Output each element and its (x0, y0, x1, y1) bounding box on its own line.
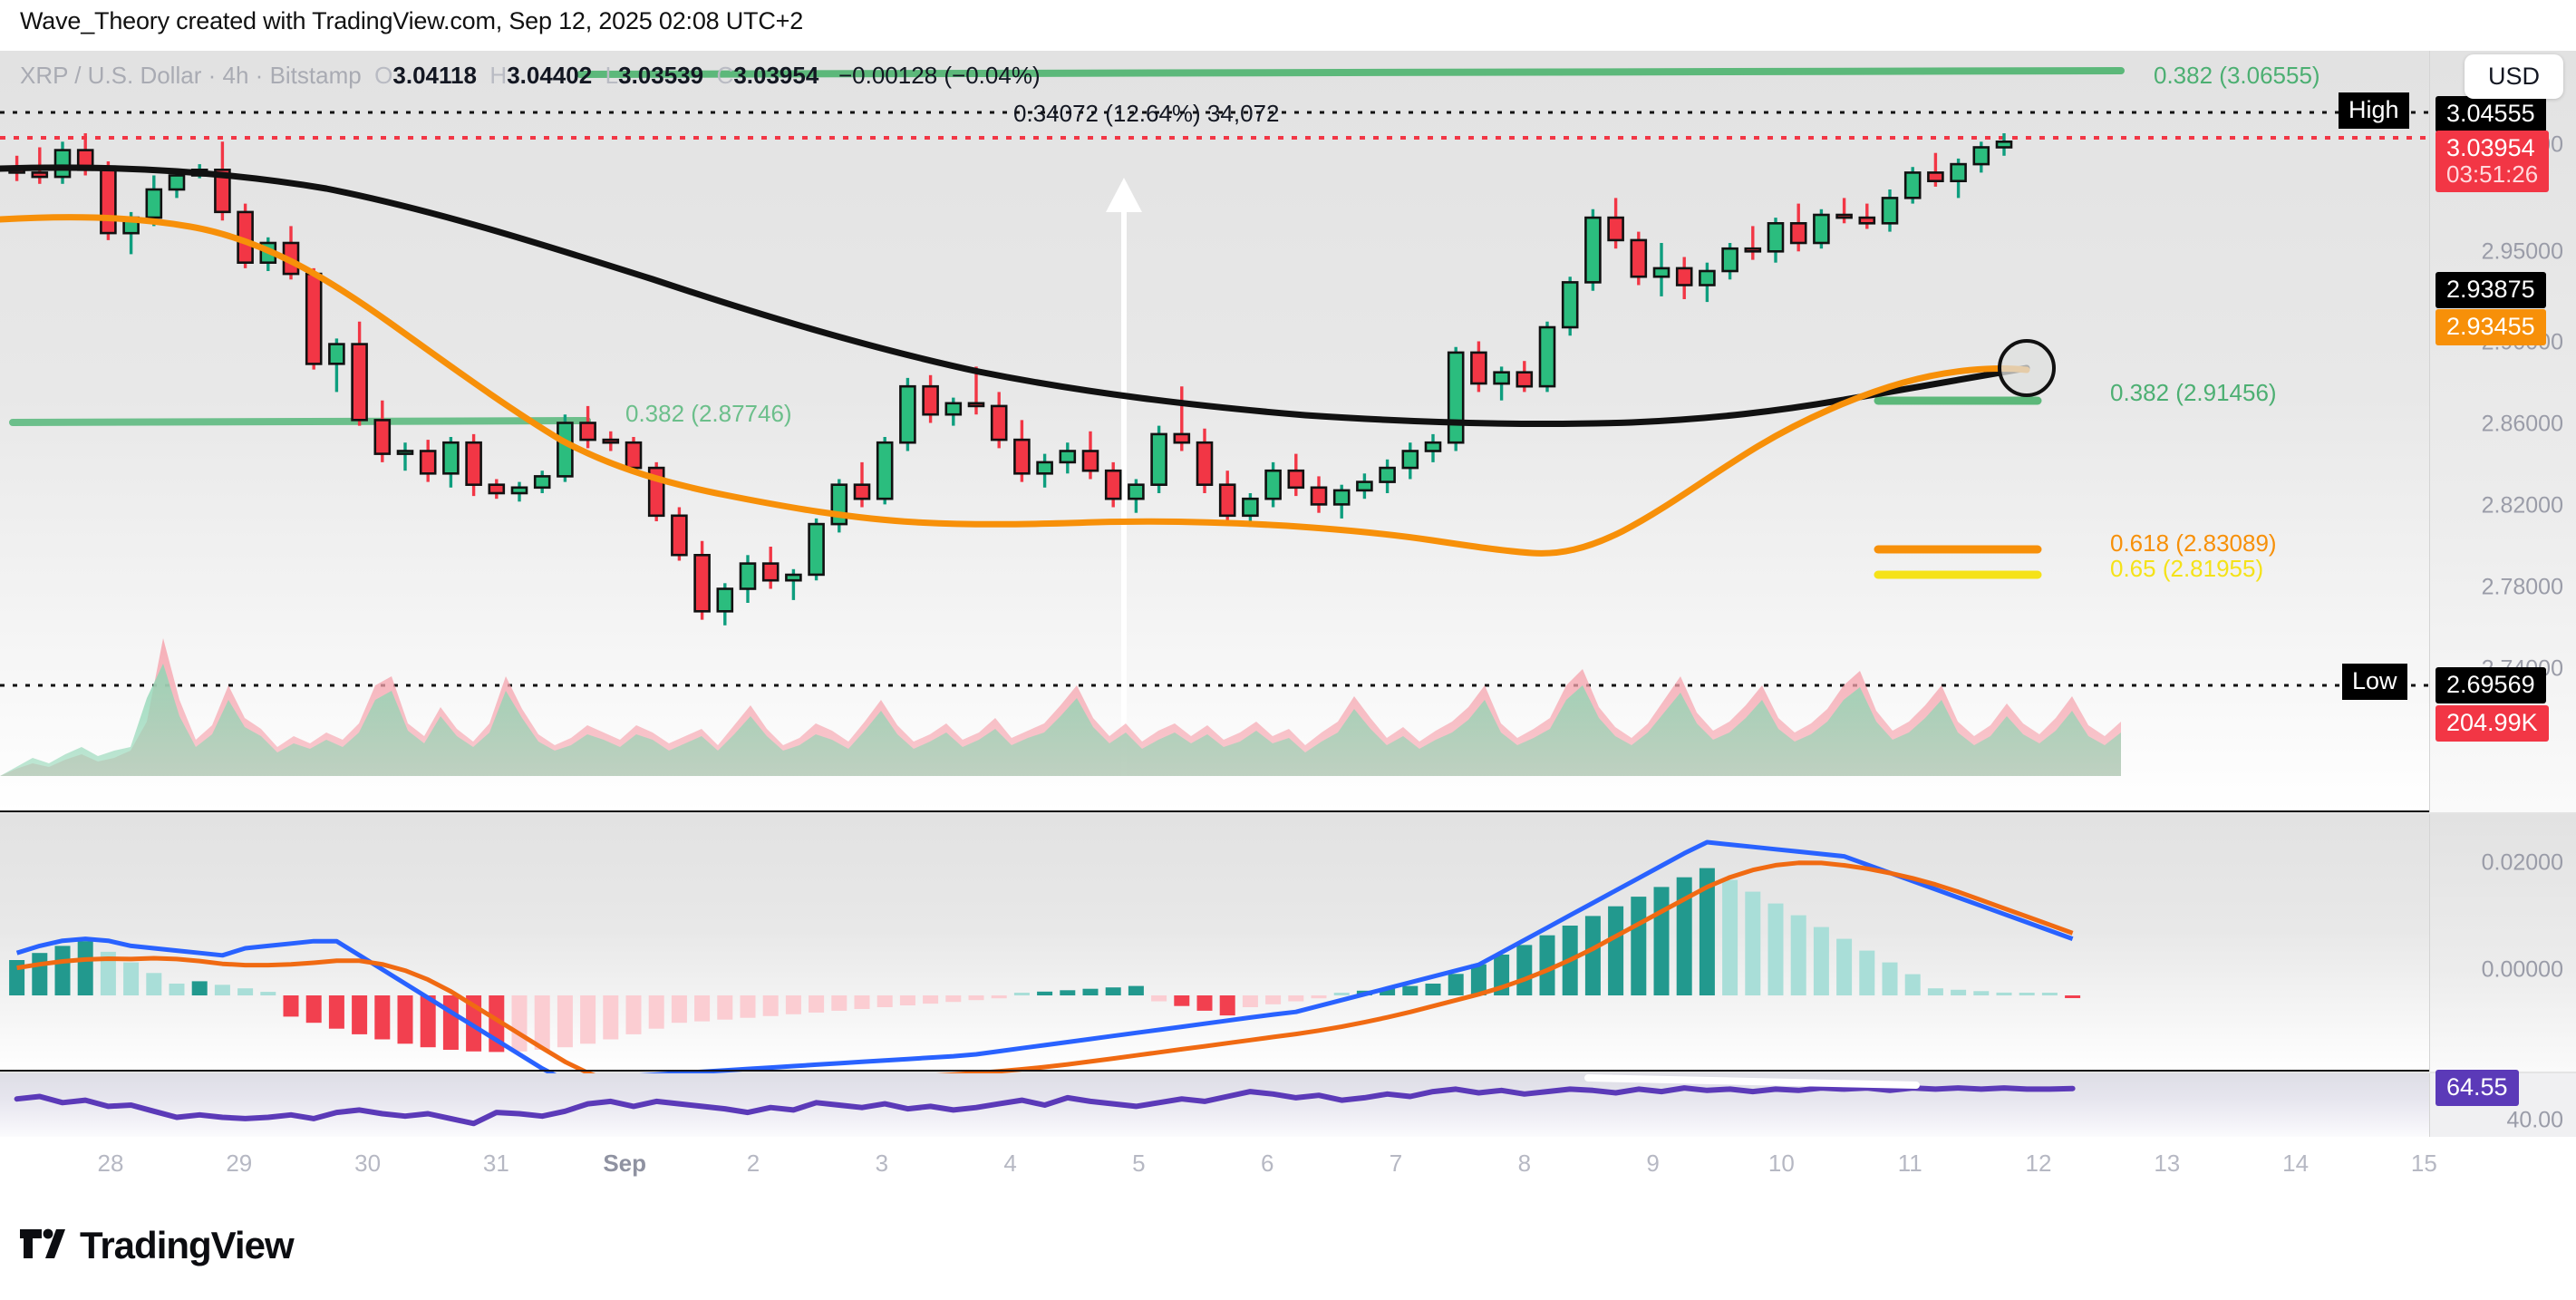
price-tick: 2.95000 (2481, 238, 2563, 265)
measure-arrow (1106, 178, 1142, 776)
legend-low-value: 3.03539 (618, 62, 704, 89)
high-price-badge: 3.04555 (2436, 96, 2546, 133)
legend-high-value: 3.04402 (507, 62, 593, 89)
rsi-tick: 40.00 (2506, 1107, 2563, 1133)
pane-separator-rsi[interactable] (0, 1070, 2429, 1072)
ma-fast-badge: 2.93455 (2436, 309, 2546, 346)
legend-interval[interactable]: 4h (222, 62, 249, 89)
time-axis-tick: 5 (1132, 1150, 1146, 1177)
time-axis-tick: 11 (1897, 1150, 1922, 1177)
high-tag: High (2339, 92, 2409, 129)
chart-caption: Wave_Theory created with TradingView.com… (20, 7, 804, 34)
legend-high-key: H (489, 62, 508, 89)
time-axis-tick: 30 (354, 1150, 382, 1177)
time-axis-tick: 28 (97, 1150, 124, 1177)
fib-label-0618: 0.618 (2.83089) (2110, 529, 2277, 557)
time-axis-tick: 7 (1389, 1150, 1403, 1177)
time-axis-tick: 12 (2025, 1150, 2052, 1177)
legend-low-key: L (605, 62, 619, 89)
macd-signal-line (16, 860, 2074, 1094)
time-axis-tick: 13 (2154, 1150, 2181, 1177)
time-axis-tick: 31 (482, 1150, 509, 1177)
volume-area (0, 638, 2121, 776)
bar-countdown: 03:51:26 (2446, 160, 2539, 189)
currency-pill[interactable]: USD (2464, 54, 2563, 99)
time-axis-tick: 6 (1260, 1150, 1274, 1177)
time-axis-tick: 14 (2282, 1150, 2310, 1177)
ma-fast-line (0, 214, 2030, 557)
fib-ray-0382-mid-left (9, 417, 591, 426)
legend-sep: · (208, 62, 217, 89)
fib-ray-0382-top (576, 67, 2125, 78)
macd-pane[interactable]: 0.02000 0.00000 (0, 814, 2576, 1094)
time-axis-tick: 10 (1767, 1150, 1795, 1177)
chart-frame: 3.00000 2.95000 2.90000 2.86000 2.82000 … (0, 51, 2576, 1180)
macd-tick: 0.00000 (2481, 956, 2563, 983)
rsi-plot (14, 1074, 2076, 1127)
legend-close-key: C (716, 62, 734, 89)
last-price-badge[interactable]: 3.03954 03:51:26 (2436, 131, 2550, 193)
legend-symbol[interactable]: XRP / U.S. Dollar (20, 62, 202, 89)
measure-tool-label: 0.34072 (12.64%) 34,072 (1013, 100, 1280, 127)
volume-badge: 204.99K (2436, 705, 2549, 742)
time-axis-tick: 29 (226, 1150, 253, 1177)
time-axis-tick: 9 (1646, 1150, 1660, 1177)
time-axis-tick: 2 (746, 1150, 760, 1177)
price-tick: 2.86000 (2481, 411, 2563, 437)
tradingview-wordmark: TradingView (80, 1224, 295, 1266)
price-tick: 2.82000 (2481, 492, 2563, 519)
legend-close-value: 3.03954 (733, 62, 819, 89)
time-axis-tick: 15 (2410, 1150, 2437, 1177)
fib-label-0382-top: 0.382 (3.06555) (2154, 62, 2320, 89)
macd-line (15, 839, 2074, 1083)
macd-scale[interactable]: 0.02000 0.00000 (2429, 814, 2576, 1072)
fib-label-0382-left: 0.382 (2.87746) (625, 400, 792, 427)
macd-plot (9, 839, 2081, 1094)
ma-cross-marker (1998, 339, 2056, 397)
legend-change: −0.00128 (−0.04%) (838, 62, 1041, 89)
chart-legend[interactable]: XRP / U.S. Dollar · 4h · Bitstamp O3.041… (20, 62, 1041, 90)
price-tick: 2.78000 (2481, 574, 2563, 600)
legend-sep: · (255, 62, 264, 89)
low-tag: Low (2342, 664, 2407, 700)
low-price-badge: 2.69569 (2436, 667, 2546, 704)
time-axis-tick: Sep (603, 1150, 647, 1177)
rsi-scale[interactable]: 64.55 40.00 (2429, 1070, 2576, 1137)
legend-exchange[interactable]: Bitstamp (269, 62, 362, 89)
time-axis-tick: 8 (1517, 1150, 1532, 1177)
fib-label-0382-mid: 0.382 (2.91456) (2110, 379, 2277, 406)
tradingview-logo-icon (20, 1227, 65, 1265)
legend-open-key: O (374, 62, 393, 89)
price-scale[interactable]: 3.00000 2.95000 2.90000 2.86000 2.82000 … (2429, 51, 2576, 812)
tradingview-footer: TradingView (20, 1224, 295, 1267)
rsi-trendline (1584, 1074, 1920, 1089)
time-axis[interactable]: 28 29 30 31 Sep 2 3 4 5 6 7 8 9 10 11 12 13 14 15 (0, 1137, 2576, 1180)
ma-slow-line (0, 164, 2030, 428)
fib-label-065: 0.65 (2.81955) (2110, 555, 2264, 582)
price-plot (0, 67, 2429, 776)
last-price-value: 3.03954 (2446, 134, 2535, 161)
price-pane-background (0, 51, 2429, 812)
rsi-pane-background (0, 1073, 2429, 1137)
macd-tick: 0.02000 (2481, 849, 2563, 876)
pane-separator-macd[interactable] (0, 810, 2429, 812)
price-pane[interactable]: 3.00000 2.95000 2.90000 2.86000 2.82000 … (0, 51, 2576, 870)
rsi-line (14, 1085, 2076, 1127)
time-axis-tick: 3 (875, 1150, 889, 1177)
rsi-value-badge: 64.55 (2436, 1070, 2519, 1107)
rsi-pane[interactable]: 64.55 40.00 (0, 1070, 2576, 1137)
ma-slow-badge: 2.93875 (2436, 272, 2546, 309)
legend-open-value: 3.04118 (392, 62, 477, 89)
time-axis-tick: 4 (1003, 1150, 1017, 1177)
